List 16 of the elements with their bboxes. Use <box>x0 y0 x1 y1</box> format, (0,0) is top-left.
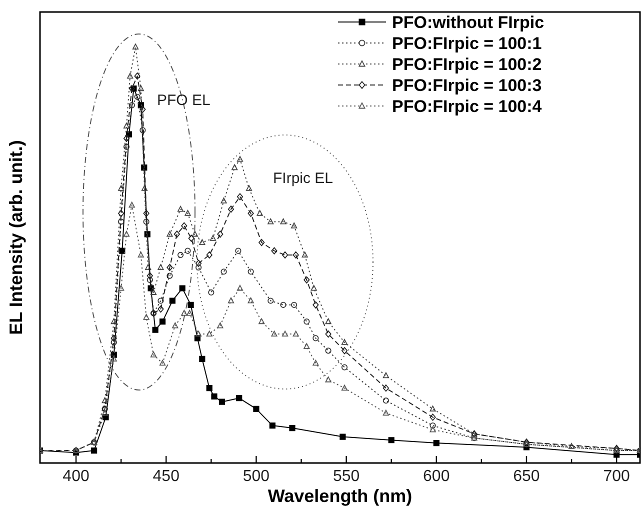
y-axis-title: EL Intensity (arb. unit.) <box>6 140 26 335</box>
x-tick-label: 650 <box>513 468 540 485</box>
legend-label: PFO:FIrpic = 100:3 <box>392 76 542 95</box>
legend-label: PFO:FIrpic = 100:2 <box>392 55 542 74</box>
legend-label: PFO:without FIrpic <box>392 13 544 32</box>
x-tick-label: 600 <box>423 468 450 485</box>
legend-label: PFO:FIrpic = 100:1 <box>392 34 542 53</box>
x-tick-label: 500 <box>242 468 270 485</box>
annotation: FIrpic EL <box>273 170 334 187</box>
x-tick-label: 700 <box>603 468 630 485</box>
x-tick-label: 550 <box>332 468 360 485</box>
x-axis-title: Wavelength (nm) <box>268 486 412 506</box>
annotation: PFO EL <box>157 92 210 109</box>
legend-label: PFO:FIrpic = 100:4 <box>392 97 542 116</box>
x-tick-label: 400 <box>62 468 90 485</box>
x-tick-label: 450 <box>152 468 180 485</box>
